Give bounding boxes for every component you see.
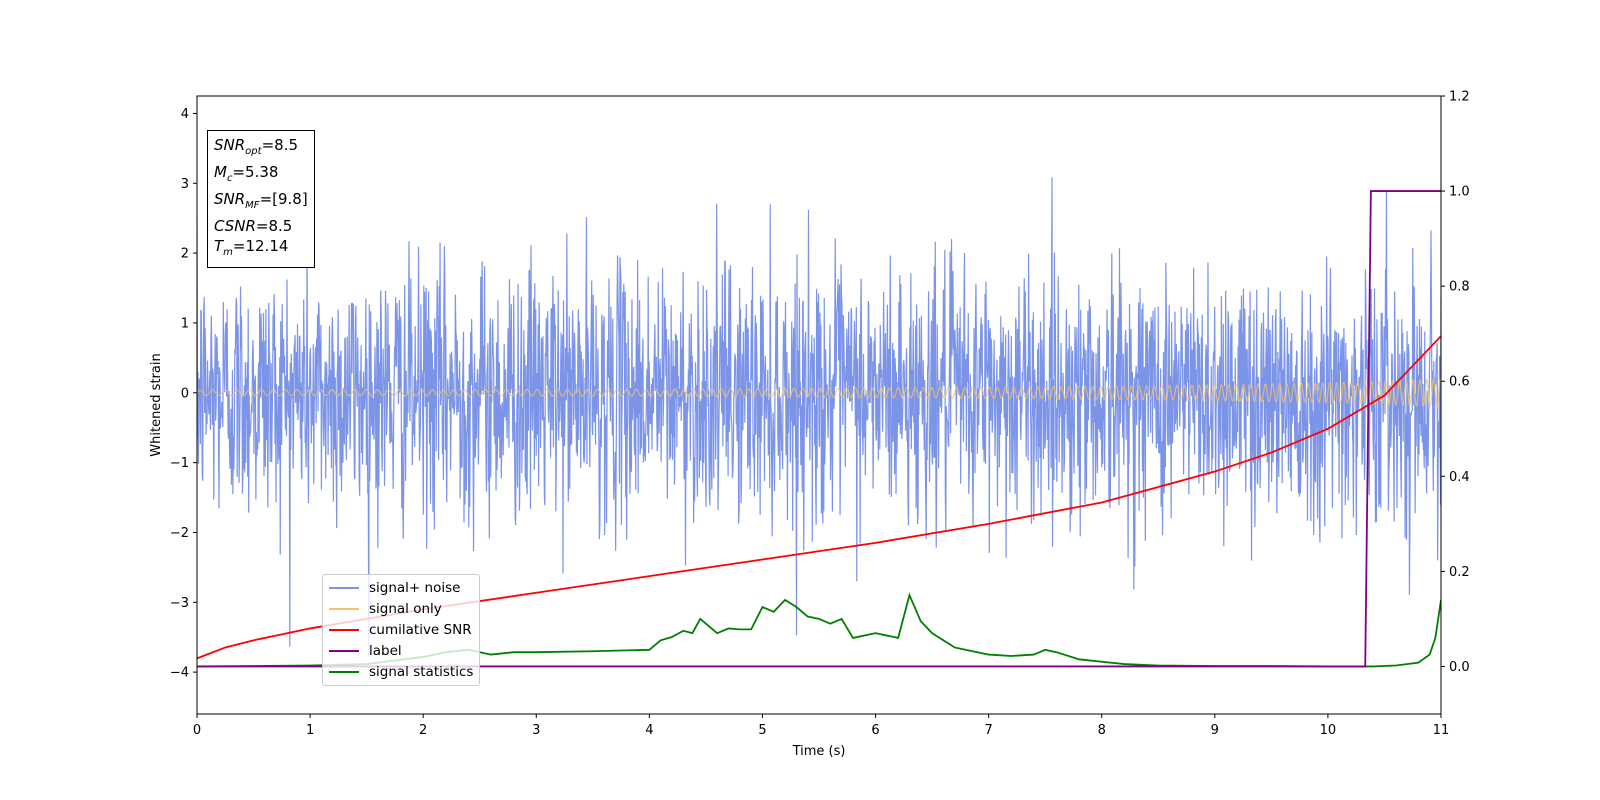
series-signal-statistics-line <box>197 592 1441 668</box>
y-tick-label: 4 <box>181 107 189 122</box>
x-tick-label: 8 <box>1098 723 1106 738</box>
mc-row: Mc=5.38 <box>214 162 308 189</box>
x-tick-label: 1 <box>306 723 314 738</box>
y-tick-label: 1 <box>181 316 189 331</box>
y-tick-label: 0 <box>181 386 189 401</box>
y-tick-label: −2 <box>170 526 189 541</box>
y2-tick-label: 1.0 <box>1449 185 1470 200</box>
x-tick-label: 9 <box>1211 723 1219 738</box>
snr-opt-subscript: opt <box>245 146 262 157</box>
series-signal-noise-line <box>197 177 1441 657</box>
csnr-row: CSNR=8.5 <box>214 216 308 236</box>
legend-item-label: label <box>329 640 473 661</box>
series-cumulative-snr-line <box>197 335 1441 660</box>
legend-swatch-cumulative-snr <box>329 628 359 631</box>
y2-tick-label: 0.6 <box>1449 375 1470 390</box>
snr-opt-value: =8.5 <box>261 136 298 154</box>
x-tick-label: 2 <box>419 723 427 738</box>
tm-symbol: T <box>214 237 224 255</box>
legend-label-label: label <box>369 642 402 659</box>
snr-mf-symbol: SNR <box>214 190 246 208</box>
legend-item-signal-only: signal only <box>329 598 473 619</box>
legend-item-signal-noise: signal+ noise <box>329 577 473 598</box>
x-tick-label: 7 <box>984 723 992 738</box>
legend-label-signal-only: signal only <box>369 600 442 617</box>
y-tick-label: 2 <box>181 247 189 262</box>
snr-mf-subscript: MF <box>245 200 260 211</box>
y2-tick-label: 0.8 <box>1449 280 1470 295</box>
y-tick-label: −1 <box>170 456 189 471</box>
tm-row: Tm=12.14 <box>214 236 308 263</box>
legend-swatch-signal-statistics <box>329 670 359 673</box>
x-axis-label: Time (s) <box>792 744 846 759</box>
legend-label-signal-noise: signal+ noise <box>369 579 461 596</box>
mc-symbol: M <box>214 163 227 181</box>
x-tick-label: 5 <box>758 723 766 738</box>
mc-value: =5.38 <box>232 163 279 181</box>
legend-swatch-signal-only <box>329 607 359 610</box>
y-tick-label: −4 <box>170 666 189 681</box>
y-axis-label: Whitened strain <box>149 353 164 456</box>
csnr-symbol: CSNR <box>214 217 256 235</box>
x-tick-label: 3 <box>532 723 540 738</box>
snr-mf-row: SNRMF=[9.8] <box>214 189 308 216</box>
snr-opt-row: SNRopt=8.5 <box>214 135 308 162</box>
snr-opt-symbol: SNR <box>214 136 246 154</box>
legend-swatch-label <box>329 649 359 652</box>
x-tick-label: 6 <box>871 723 879 738</box>
y2-tick-label: 0.2 <box>1449 565 1470 580</box>
series-label-line <box>197 190 1441 668</box>
legend-label-cumulative-snr: cumilative SNR <box>369 621 472 638</box>
tm-subscript: m <box>223 247 233 258</box>
stats-info-box: SNRopt=8.5 Mc=5.38 SNRMF=[9.8] CSNR=8.5 … <box>207 130 315 268</box>
csnr-value: =8.5 <box>255 217 293 235</box>
legend-item-signal-statistics: signal statistics <box>329 661 473 682</box>
x-tick-label: 4 <box>645 723 653 738</box>
plot-frame <box>196 95 1442 715</box>
snr-mf-value: =[9.8] <box>259 190 308 208</box>
legend-label-signal-statistics: signal statistics <box>369 663 474 680</box>
x-tick-label: 0 <box>193 723 201 738</box>
y2-tick-label: 0.0 <box>1449 660 1470 675</box>
y-tick-label: 3 <box>181 177 189 192</box>
tm-value: =12.14 <box>232 237 289 255</box>
x-tick-label: 11 <box>1433 723 1450 738</box>
y2-tick-label: 0.4 <box>1449 470 1470 485</box>
x-tick-label: 10 <box>1320 723 1337 738</box>
legend-item-cumulative-snr: cumilative SNR <box>329 619 473 640</box>
y2-tick-label: 1.2 <box>1449 90 1470 105</box>
series-signal-only-line <box>197 377 1441 408</box>
mc-subscript: c <box>226 173 233 184</box>
chart-legend: signal+ noise signal only cumilative SNR… <box>322 574 481 686</box>
y-tick-label: −3 <box>170 596 189 611</box>
legend-swatch-signal-noise <box>329 586 359 589</box>
